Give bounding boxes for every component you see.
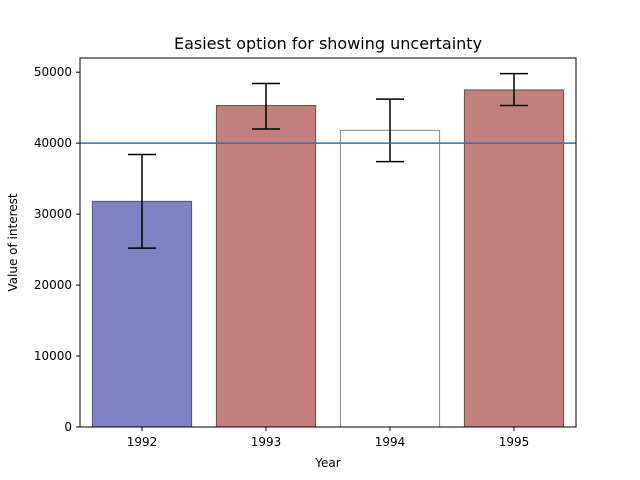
bars-group <box>91 89 565 428</box>
y-axis-ticks: 0 10000 20000 30000 40000 50000 <box>34 65 80 434</box>
x-axis-ticks: 1992 1993 1994 1995 <box>127 427 530 449</box>
bar-1994 <box>339 129 441 428</box>
y-tick-label-50000: 50000 <box>34 65 72 79</box>
plot-frame <box>79 57 577 428</box>
x-tick-label-1994: 1994 <box>375 435 406 449</box>
error-bars-group <box>128 72 528 249</box>
y-tick-label-20000: 20000 <box>34 278 72 292</box>
y-axis-label: Value of interest <box>6 193 20 291</box>
y-tick-label-30000: 30000 <box>34 207 72 221</box>
y-tick-label-10000: 10000 <box>34 349 72 363</box>
bar-1995 <box>463 89 565 428</box>
x-tick-label-1995: 1995 <box>499 435 530 449</box>
x-tick-label-1992: 1992 <box>127 435 158 449</box>
x-axis-label: Year <box>314 456 340 470</box>
bar-1993 <box>215 105 317 428</box>
x-tick-label-1993: 1993 <box>251 435 282 449</box>
y-tick-label-40000: 40000 <box>34 136 72 150</box>
chart-title: Easiest option for showing uncertainty <box>174 34 482 53</box>
y-tick-label-0: 0 <box>64 420 72 434</box>
